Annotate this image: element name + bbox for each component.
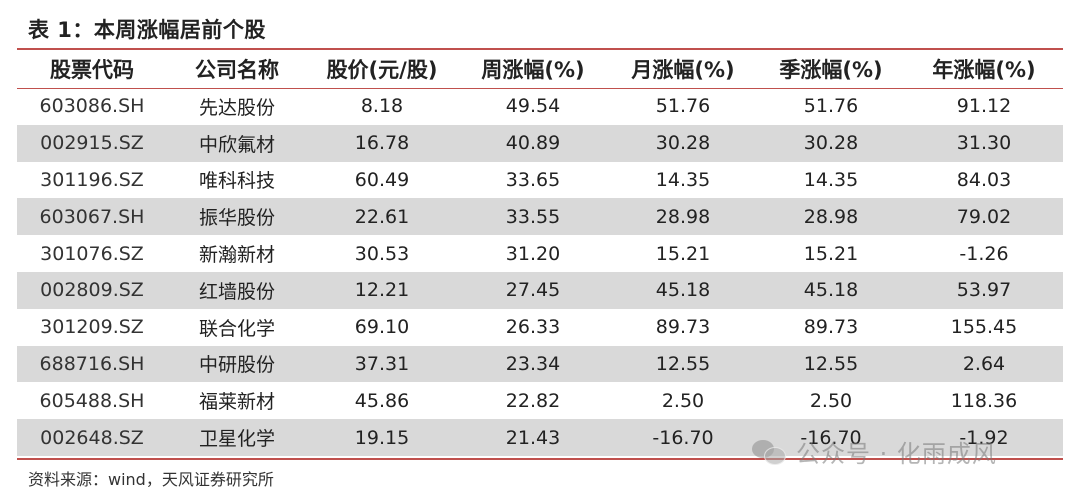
table-title: 表 1：本周涨幅居前个股 [28,18,266,42]
table-row: 605488.SH 福莱新材 45.86 22.82 2.50 2.50 118.36 [17,382,1063,419]
header-name: 公司名称 [195,58,279,82]
header-code: 股票代码 [50,58,134,82]
cell-month: 89.73 [655,316,711,339]
cell-quarter: 89.73 [803,316,859,339]
cell-price: 19.15 [307,419,457,456]
cell-week: 21.43 [457,419,609,456]
cell-week: 40.89 [457,124,609,162]
cell-year: 79.02 [905,198,1063,236]
cell-name: 联合化学 [198,317,275,340]
cell-year: 84.03 [956,168,1012,191]
cell-name: 卫星化学 [167,419,307,456]
cell-month: 2.50 [661,389,705,412]
cell-price: 69.10 [354,316,410,339]
table-row: 301209.SZ 联合化学 69.10 26.33 89.73 89.73 155.45 [17,309,1063,346]
bottom-rule [17,458,1063,460]
cell-week: 22.82 [505,389,561,412]
table-row: 688716.SH 中研股份 37.31 23.34 12.55 12.55 2.64 [17,345,1063,383]
cell-week: 33.55 [457,198,609,236]
table-row: 603086.SH 先达股份 8.18 49.54 51.76 51.76 91.12 [17,88,1063,125]
table-row: 301196.SZ 唯科科技 60.49 33.65 14.35 14.35 84.03 [17,162,1063,199]
cell-code: 688716.SH [17,345,167,383]
cell-name: 先达股份 [198,96,275,119]
cell-price: 45.86 [354,389,410,412]
cell-month: -16.70 [609,419,757,456]
cell-code: 002648.SZ [17,419,167,456]
cell-month: 15.21 [655,242,711,265]
cell-code: 603086.SH [39,95,145,118]
cell-name: 唯科科技 [198,170,275,193]
table-row: 002915.SZ 中欣氟材 16.78 40.89 30.28 30.28 31.30 [17,124,1063,162]
cell-week: 27.45 [457,271,609,309]
table-row: 002809.SZ 红墙股份 12.21 27.45 45.18 45.18 53.97 [17,271,1063,309]
cell-year: 155.45 [950,316,1018,339]
cell-month: 45.18 [609,271,757,309]
cell-quarter: 30.28 [757,124,905,162]
cell-code: 002915.SZ [17,124,167,162]
top-rule [17,48,1063,50]
cell-week: 26.33 [505,316,561,339]
cell-quarter: 15.21 [803,242,859,265]
cell-week: 23.34 [457,345,609,383]
cell-year: 2.64 [905,345,1063,383]
cell-name: 福莱新材 [198,391,275,414]
header-year: 年涨幅(%) [932,58,1036,82]
cell-quarter: 2.50 [809,389,853,412]
header-week: 周涨幅(%) [481,58,585,82]
cell-price: 8.18 [360,95,404,118]
cell-price: 22.61 [307,198,457,236]
cell-price: 16.78 [307,124,457,162]
cell-week: 33.65 [505,168,561,191]
cell-code: 301209.SZ [40,316,144,339]
cell-year: 31.30 [905,124,1063,162]
cell-month: 14.35 [655,168,711,191]
cell-price: 30.53 [354,242,410,265]
cell-quarter: 51.76 [803,95,859,118]
header-price: 股价(元/股) [326,58,438,82]
cell-price: 60.49 [354,168,410,191]
cell-name: 振华股份 [167,198,307,236]
cell-code: 605488.SH [39,389,145,412]
cell-code: 603067.SH [17,198,167,236]
source-note: 资料来源：wind，天风证券研究所 [28,470,274,489]
header-quarter: 季涨幅(%) [779,58,883,82]
cell-code: 301076.SZ [40,242,144,265]
cell-week: 31.20 [505,242,561,265]
cell-quarter: 12.55 [757,345,905,383]
cell-year: 53.97 [905,271,1063,309]
cell-month: 30.28 [609,124,757,162]
cell-code: 301196.SZ [40,168,144,191]
watermark-text: 公众号 · 化雨成风 [796,440,997,468]
cell-week: 49.54 [505,95,561,118]
cell-year: 91.12 [956,95,1012,118]
header-row: 股票代码 公司名称 股价(元/股) 周涨幅(%) 月涨幅(%) 季涨幅(%) 年… [17,50,1063,88]
cell-code: 002809.SZ [17,271,167,309]
watermark: 公众号 · 化雨成风 [752,434,997,469]
cell-month: 51.76 [655,95,711,118]
cell-month: 28.98 [609,198,757,236]
cell-year: 118.36 [950,389,1018,412]
cell-month: 12.55 [609,345,757,383]
header-rule [17,88,1063,89]
wechat-icon [752,438,786,466]
cell-quarter: 14.35 [803,168,859,191]
stock-table: 股票代码 公司名称 股价(元/股) 周涨幅(%) 月涨幅(%) 季涨幅(%) 年… [17,50,1063,456]
cell-price: 12.21 [307,271,457,309]
table-row: 603067.SH 振华股份 22.61 33.55 28.98 28.98 79.02 [17,198,1063,236]
cell-year: -1.92 [905,419,1063,456]
table-row: 301076.SZ 新瀚新材 30.53 31.20 15.21 15.21 -1.26 [17,235,1063,272]
cell-name: 红墙股份 [167,271,307,309]
cell-name: 中研股份 [167,345,307,383]
cell-name: 中欣氟材 [167,124,307,162]
cell-year: -1.26 [959,242,1009,265]
cell-quarter: 28.98 [757,198,905,236]
cell-price: 37.31 [307,345,457,383]
header-month: 月涨幅(%) [631,58,735,82]
cell-name: 新瀚新材 [198,244,275,267]
cell-quarter: 45.18 [757,271,905,309]
